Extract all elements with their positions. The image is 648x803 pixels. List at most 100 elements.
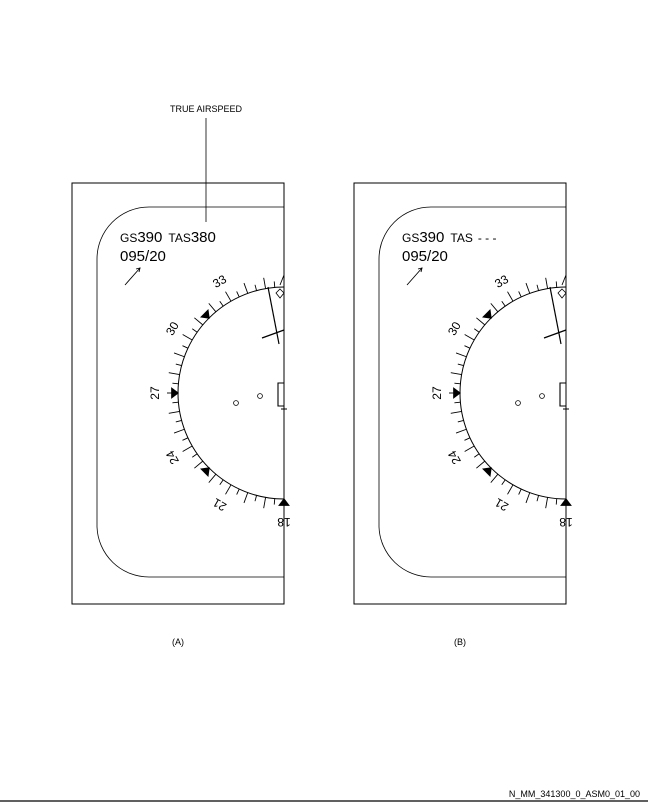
wind-readout: 095/20 [402,248,448,265]
heading-marker-triangle-icon [200,309,210,319]
compass-rose: 33 30 27 24 21 18 [430,272,573,529]
compass-tick [236,488,240,495]
aircraft-symbol-icon [277,382,287,410]
compass-tick [208,473,217,483]
compass-tick [507,291,514,302]
compass-tick [525,282,531,294]
compass-heading-label: 21 [492,495,511,514]
compass-arc [459,286,567,500]
compass-tick [168,410,180,414]
compass-tick [507,484,514,495]
compass-tick [182,445,193,452]
compass-tick [219,479,224,486]
heading-pointer [279,274,285,286]
gs-label: GS [402,231,419,245]
compass-tick [536,284,539,291]
compass-heading-label: 30 [163,319,182,338]
screen-bezel [96,206,284,578]
compass-tick [273,281,276,288]
compass-tick [476,317,486,326]
compass-tick [172,401,179,404]
compass-tick [490,303,499,313]
heading-marker-triangle-icon [482,467,492,477]
heading-marker-triangle-icon [482,309,492,319]
compass-tick [225,291,232,302]
heading-marker-triangle-icon [453,387,461,399]
compass-tick [464,345,471,349]
compass-heading-label: 24 [445,448,464,467]
compass-tick [194,460,204,469]
tas-label: TAS [450,231,472,245]
compass-tick [168,372,180,376]
compass-tick [454,401,461,404]
compass-tick [464,334,475,341]
compass-tick [254,284,257,291]
compass-tick [263,277,267,289]
compass-tick [501,479,506,486]
compass-tick [545,497,549,509]
panel-frame [71,182,285,605]
compass-tick [555,498,558,505]
waypoint-circle [515,400,521,406]
gs-value: 390 [137,229,162,246]
compass-heading-label: 18 [559,515,573,529]
compass-tick [518,488,522,495]
compass-heading-label: 18 [277,515,291,529]
compass-tick [450,410,462,414]
heading-marker-triangle-icon [560,498,572,506]
compass-tick [450,372,462,376]
compass-tick [172,382,179,385]
compass-tick [536,495,539,502]
compass-tick [175,363,182,366]
tas-value: 380 [191,229,216,246]
compass-tick [457,420,464,423]
compass-tick [243,282,249,294]
compass-tick [476,460,486,469]
speed-readout: GS390 TAS380 [120,229,216,246]
compass-tick [173,352,185,358]
compass-heading-label: 21 [210,495,229,514]
wind-readout: 095/20 [120,248,166,265]
compass-tick [473,453,480,458]
gs-value: 390 [419,229,444,246]
panel-frame [353,182,567,605]
compass-tick [545,277,549,289]
heading-pointer [561,274,567,286]
compass-tick [464,445,475,452]
compass-tick [219,300,224,307]
compass-tick [555,281,558,288]
diamond-marker-icon [275,288,285,299]
compass-tick [194,317,204,326]
compass-heading-label: 33 [492,272,511,291]
compass-tick [182,334,193,341]
compass-arc [177,286,285,500]
figure-code: N_MM_341300_0_ASM0_01_00 [509,789,640,799]
wind-arrow-icon [406,267,423,286]
compass-tick [225,484,232,495]
compass-tick [473,328,480,333]
compass-tick [208,303,217,313]
compass-tick [191,328,198,333]
compass-tick [182,345,189,349]
compass-tick [455,352,467,358]
compass-heading-label: 27 [430,386,444,400]
compass-tick [236,291,240,298]
compass-heading-label: 27 [148,386,162,400]
waypoint-circle [257,393,263,399]
compass-tick [490,473,499,483]
speed-readout: GS390 TAS - - - [402,229,496,246]
compass-tick [182,437,189,441]
compass-tick [457,363,464,366]
waypoint-circle [539,393,545,399]
true-airspeed-callout: TRUE AIRSPEED [170,104,243,114]
compass-tick [273,498,276,505]
compass-tick [464,437,471,441]
heading-marker-triangle-icon [278,498,290,506]
compass-tick [243,492,249,504]
compass-tick [525,492,531,504]
heading-marker-triangle-icon [200,467,210,477]
panel-caption: (B) [454,637,466,647]
wind-arrow-icon [124,267,141,286]
compass-tick [454,382,461,385]
